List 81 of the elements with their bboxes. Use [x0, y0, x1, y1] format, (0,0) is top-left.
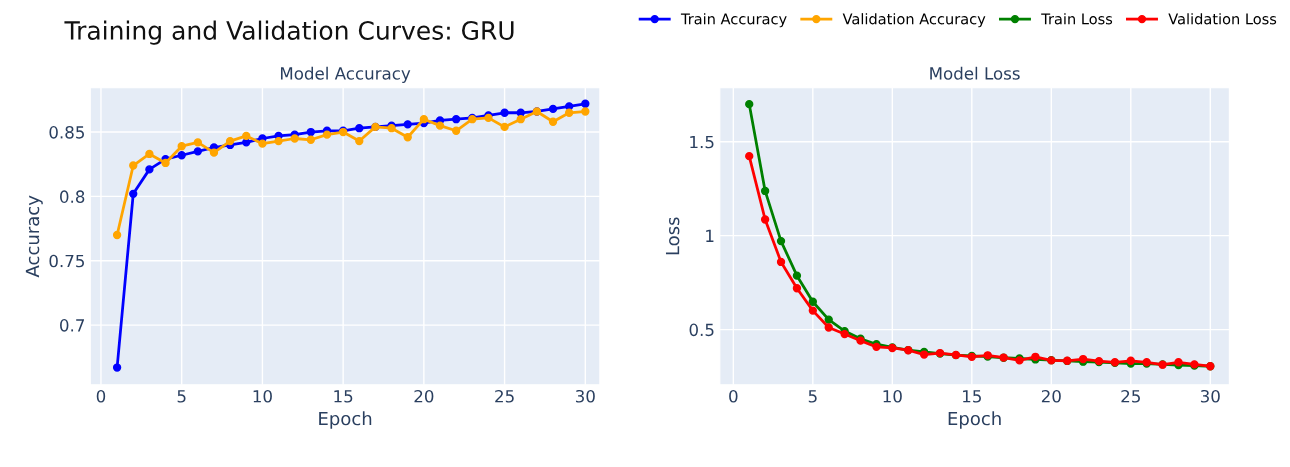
point — [112, 230, 122, 240]
legend-label: Train Accuracy — [680, 13, 787, 28]
x-tick-label: 0 — [729, 389, 738, 403]
legend-label: Train Loss — [1041, 13, 1113, 25]
point — [581, 99, 590, 108]
x-tick-label: 25 — [495, 389, 514, 403]
point — [824, 315, 833, 324]
x-tick-label: 20 — [414, 389, 434, 403]
point — [306, 127, 316, 137]
y-tick-label: 0.5 — [689, 323, 714, 337]
point — [808, 306, 817, 315]
point — [824, 323, 833, 332]
point — [500, 108, 509, 117]
point — [500, 122, 509, 132]
point — [177, 151, 186, 160]
y-tick-label: 1.5 — [690, 135, 714, 149]
chart-title: Training and Validation Curves: GRU — [64, 20, 514, 45]
point — [145, 149, 154, 159]
x-axis-title: Epoch — [319, 411, 372, 429]
point — [581, 107, 590, 116]
point — [177, 142, 186, 151]
x-tick-label: 15 — [334, 390, 353, 403]
point — [808, 297, 817, 306]
x-tick-label: 20 — [1041, 389, 1061, 403]
y-tick-label: 1 — [706, 229, 714, 242]
legend-label: Validation Loss — [1168, 13, 1277, 25]
x-tick-label: 5 — [808, 390, 817, 403]
point — [745, 99, 754, 109]
y-axis-title: Accuracy — [25, 195, 43, 278]
point — [565, 102, 574, 111]
point — [776, 257, 786, 267]
point — [776, 236, 786, 246]
point — [435, 121, 445, 130]
y-tick-label: 0.85 — [49, 126, 84, 139]
point — [548, 104, 558, 114]
point — [419, 115, 429, 124]
point — [209, 148, 219, 157]
y-axis-title: Loss — [665, 217, 680, 255]
point — [129, 161, 138, 170]
y-tick-label: 0.7 — [60, 319, 85, 332]
point — [355, 124, 364, 133]
point — [112, 363, 122, 372]
point — [290, 134, 299, 143]
point — [403, 120, 412, 129]
point — [792, 284, 802, 293]
point — [274, 136, 283, 146]
point — [193, 138, 202, 147]
x-tick-label: 30 — [575, 389, 595, 403]
x-tick-label: 30 — [1200, 389, 1220, 403]
point — [451, 115, 461, 124]
legend-label: Validation Accuracy — [842, 13, 986, 28]
point — [760, 215, 770, 224]
x-tick-label: 5 — [177, 390, 186, 403]
point — [242, 131, 251, 141]
point — [451, 126, 461, 135]
point — [129, 189, 138, 199]
x-tick-label: 25 — [1121, 389, 1140, 403]
x-axis-title: Epoch — [948, 411, 1001, 429]
point — [145, 165, 154, 174]
point — [225, 136, 235, 146]
point — [322, 130, 332, 139]
x-tick-label: 0 — [96, 389, 106, 403]
point — [193, 147, 202, 156]
x-tick-label: 15 — [963, 390, 981, 403]
point — [355, 136, 364, 146]
point — [403, 133, 412, 142]
chart-subtitle: Model Loss — [930, 66, 1020, 80]
point — [258, 139, 267, 148]
y-tick-label: 0.8 — [60, 190, 85, 203]
x-tick-label: 10 — [253, 389, 272, 403]
point — [161, 158, 170, 168]
point — [760, 186, 770, 196]
point — [565, 108, 574, 117]
x-tick-label: 10 — [883, 389, 902, 403]
point — [516, 115, 525, 124]
point — [306, 135, 316, 144]
point — [745, 152, 754, 161]
chart-subtitle: Model Accuracy — [280, 66, 411, 83]
point — [548, 117, 558, 126]
y-tick-label: 0.75 — [49, 254, 84, 268]
point — [792, 271, 802, 280]
